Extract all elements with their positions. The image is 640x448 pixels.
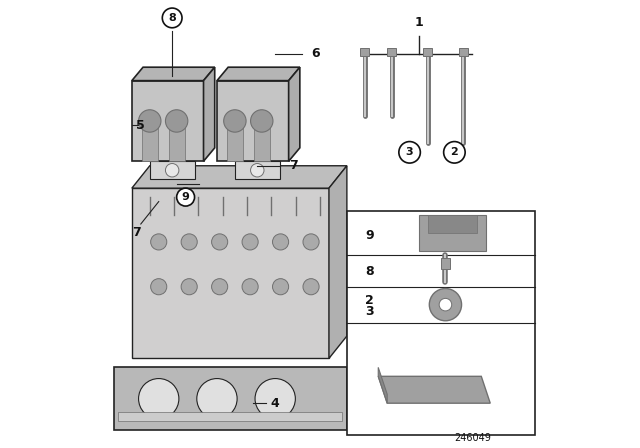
Circle shape bbox=[242, 279, 258, 295]
FancyBboxPatch shape bbox=[217, 81, 289, 161]
Circle shape bbox=[439, 298, 452, 311]
Text: 4: 4 bbox=[271, 396, 280, 410]
Text: 2: 2 bbox=[365, 293, 374, 307]
Circle shape bbox=[139, 379, 179, 419]
Circle shape bbox=[212, 234, 228, 250]
Text: 3: 3 bbox=[406, 147, 413, 157]
Polygon shape bbox=[204, 67, 215, 161]
Circle shape bbox=[150, 279, 167, 295]
Circle shape bbox=[429, 289, 461, 321]
Text: 9: 9 bbox=[182, 192, 189, 202]
Text: 246049: 246049 bbox=[454, 433, 491, 443]
Circle shape bbox=[181, 234, 197, 250]
FancyBboxPatch shape bbox=[132, 81, 204, 161]
Circle shape bbox=[242, 234, 258, 250]
Polygon shape bbox=[378, 367, 387, 403]
Polygon shape bbox=[329, 166, 347, 358]
Circle shape bbox=[197, 379, 237, 419]
Circle shape bbox=[399, 142, 420, 163]
Polygon shape bbox=[132, 67, 215, 81]
Circle shape bbox=[224, 110, 246, 132]
Text: 2: 2 bbox=[451, 147, 458, 157]
Text: 8: 8 bbox=[168, 13, 176, 23]
Circle shape bbox=[251, 164, 264, 177]
Polygon shape bbox=[289, 67, 300, 161]
Text: 8: 8 bbox=[365, 264, 374, 278]
FancyBboxPatch shape bbox=[441, 258, 450, 269]
Circle shape bbox=[212, 279, 228, 295]
Circle shape bbox=[303, 279, 319, 295]
Circle shape bbox=[166, 164, 179, 177]
Circle shape bbox=[163, 8, 182, 28]
Circle shape bbox=[181, 279, 197, 295]
Text: 7: 7 bbox=[132, 226, 141, 240]
Circle shape bbox=[444, 142, 465, 163]
Circle shape bbox=[273, 279, 289, 295]
FancyBboxPatch shape bbox=[423, 48, 432, 56]
Circle shape bbox=[166, 110, 188, 132]
Circle shape bbox=[273, 234, 289, 250]
Polygon shape bbox=[217, 67, 300, 81]
FancyBboxPatch shape bbox=[235, 161, 280, 179]
Text: 5: 5 bbox=[136, 119, 145, 132]
Text: 9: 9 bbox=[365, 228, 374, 242]
Text: 6: 6 bbox=[311, 47, 320, 60]
FancyBboxPatch shape bbox=[114, 367, 347, 430]
Circle shape bbox=[139, 110, 161, 132]
Circle shape bbox=[251, 110, 273, 132]
Circle shape bbox=[303, 234, 319, 250]
FancyBboxPatch shape bbox=[347, 211, 535, 435]
Circle shape bbox=[150, 234, 167, 250]
Polygon shape bbox=[378, 376, 490, 403]
Text: 3: 3 bbox=[365, 305, 374, 318]
Text: 7: 7 bbox=[289, 159, 298, 172]
FancyBboxPatch shape bbox=[419, 215, 486, 251]
Polygon shape bbox=[132, 188, 329, 358]
FancyBboxPatch shape bbox=[253, 121, 270, 161]
FancyBboxPatch shape bbox=[118, 412, 342, 421]
FancyBboxPatch shape bbox=[168, 121, 185, 161]
FancyBboxPatch shape bbox=[428, 215, 477, 233]
FancyBboxPatch shape bbox=[387, 48, 396, 56]
FancyBboxPatch shape bbox=[360, 48, 369, 56]
FancyBboxPatch shape bbox=[150, 161, 195, 179]
FancyBboxPatch shape bbox=[141, 121, 158, 161]
Polygon shape bbox=[132, 166, 347, 188]
Text: 1: 1 bbox=[414, 16, 423, 29]
Circle shape bbox=[177, 188, 195, 206]
FancyBboxPatch shape bbox=[227, 121, 243, 161]
FancyBboxPatch shape bbox=[459, 48, 468, 56]
Circle shape bbox=[255, 379, 296, 419]
